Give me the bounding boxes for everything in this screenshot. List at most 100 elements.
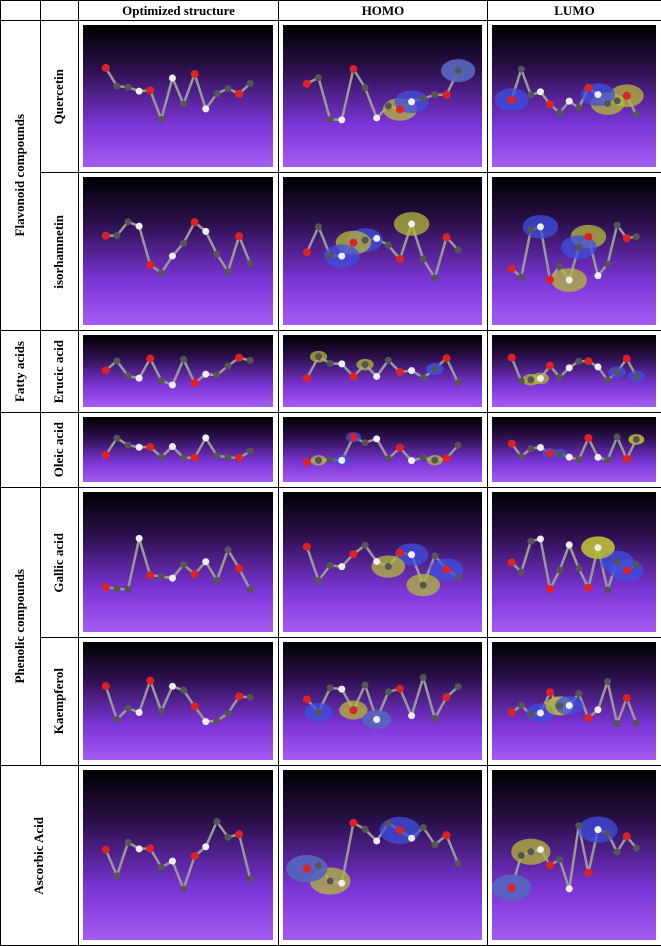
atom [146,443,154,451]
atom [247,448,254,455]
column-header-text: LUMO [554,3,594,19]
atom [102,583,110,591]
bond [627,698,637,723]
atom [169,381,176,388]
atom [455,683,462,690]
atom [315,862,322,869]
atom [575,244,582,251]
atom [537,88,544,95]
atom [327,456,334,463]
atom [556,109,563,116]
atom [527,711,534,718]
atom [420,256,427,263]
atom [442,233,450,241]
row-label: Quercetin [40,20,79,173]
atom [247,586,254,593]
atom [396,368,404,376]
atom [136,845,143,852]
atom [146,677,154,685]
atom [518,702,525,709]
group-label-text: Phenolic compounds [13,569,27,684]
atom [362,84,369,91]
atom [191,570,199,578]
atom [303,695,311,703]
atom [518,453,525,460]
atom [327,252,334,259]
atom [442,831,450,839]
atom [303,374,311,382]
molecule-drawing [83,642,273,760]
bond [139,681,150,713]
group-label: Flavonoid compounds [0,20,41,331]
molecule-image [283,335,482,407]
atom [584,357,592,365]
molecule-drawing [83,770,273,940]
atom [315,577,322,584]
atom [373,373,380,380]
atom [113,716,120,723]
atom [338,360,345,367]
atom [385,820,392,827]
atom [247,80,254,87]
bond [521,230,531,277]
atom [247,694,254,701]
atom [575,456,582,463]
molecule-image [283,770,482,940]
atom [594,454,601,461]
column-header-text: Optimized structure [122,3,235,19]
atom [575,565,582,572]
atom [584,714,592,722]
bond [608,682,618,724]
atom [396,549,404,557]
bond [365,88,377,118]
atom [420,674,427,681]
molecule-image [83,335,273,407]
molecule-drawing [283,177,482,325]
atom [566,541,573,548]
atom [136,444,143,451]
atom [408,551,415,558]
atom [527,538,534,545]
atom [113,585,120,592]
atom [213,717,220,724]
bond [569,826,579,889]
atom [614,369,621,376]
row-label: Gallic acid [40,487,79,638]
atom [102,682,110,690]
atom [247,357,254,364]
atom [604,261,611,268]
atom [431,715,438,722]
atom [508,354,516,362]
molecule-drawing [492,335,656,407]
atom [362,361,369,368]
atom [546,362,554,370]
corner-cell [40,0,79,21]
bond [172,861,183,889]
atom [556,567,563,574]
atom [623,455,631,463]
atom [125,372,132,379]
molecule-drawing [283,642,482,760]
atom [633,111,640,118]
atom [102,451,110,459]
molecule-image [492,177,656,325]
molecule-image [83,25,273,167]
atom [455,574,462,581]
atom [373,837,380,844]
atom [191,70,199,78]
atom [202,228,209,235]
atom [113,435,120,442]
molecule-image [83,642,273,760]
bond [521,541,531,572]
atom [180,100,187,107]
molecule-drawing [283,335,482,407]
atom [594,544,601,551]
bond [400,689,412,716]
atom [125,586,132,593]
molecule-drawing [492,770,656,940]
atom [508,96,516,104]
atom [213,251,220,258]
atom [315,353,322,360]
atom [169,683,176,690]
molecule-image [492,417,656,482]
